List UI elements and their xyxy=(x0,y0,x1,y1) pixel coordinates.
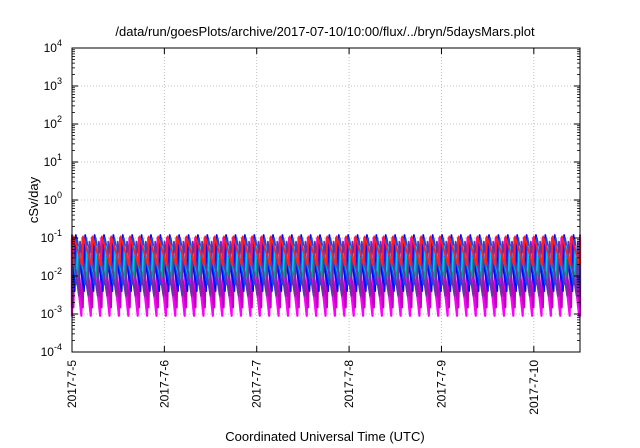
y-tick-label: 102 xyxy=(44,114,62,131)
y-axis-label: cSv/day xyxy=(26,176,41,223)
y-tick-label: 10-2 xyxy=(41,266,62,283)
y-tick-exponent: -1 xyxy=(54,228,62,238)
series-line xyxy=(71,235,581,266)
y-tick-base: 10 xyxy=(44,79,58,93)
y-tick-label: 104 xyxy=(44,38,62,55)
y-tick-exponent: -2 xyxy=(54,266,62,276)
y-tick-exponent: 3 xyxy=(57,76,62,86)
ticks xyxy=(71,47,580,353)
y-tick-label: 103 xyxy=(44,76,62,93)
y-tick-base: 10 xyxy=(41,269,55,283)
x-tick-label: 2017-7-9 xyxy=(434,360,448,408)
x-tick-labels: 2017-7-5 2017-7-6 2017-7-7 2017-7-8 2017-7-9… xyxy=(65,360,541,415)
x-axis-label: Coordinated Universal Time (UTC) xyxy=(225,429,424,444)
y-tick-label: 100 xyxy=(44,190,62,207)
y-tick-base: 10 xyxy=(41,231,55,245)
y-tick-base: 10 xyxy=(41,307,55,321)
y-tick-exponent: 1 xyxy=(57,152,62,162)
y-tick-exponent: 0 xyxy=(57,190,62,200)
y-tick-base: 10 xyxy=(44,193,58,207)
y-tick-base: 10 xyxy=(44,155,58,169)
y-tick-base: 10 xyxy=(44,41,58,55)
y-tick-label: 10-1 xyxy=(41,228,62,245)
y-tick-exponent: 2 xyxy=(57,114,62,124)
chart-title: /data/run/goesPlots/archive/2017-07-10/1… xyxy=(115,24,535,39)
x-tick-label: 2017-7-7 xyxy=(250,360,264,408)
x-tick-label: 2017-7-5 xyxy=(65,360,79,408)
x-tick-label: 2017-7-8 xyxy=(342,360,356,408)
y-tick-label: 10-3 xyxy=(41,304,62,321)
y-tick-base: 10 xyxy=(44,117,58,131)
y-tick-exponent: -3 xyxy=(54,304,62,314)
y-tick-exponent: -4 xyxy=(54,342,62,352)
x-tick-label: 2017-7-10 xyxy=(527,360,541,415)
series-group xyxy=(70,234,582,317)
y-tick-base: 10 xyxy=(41,345,55,359)
x-tick-label: 2017-7-6 xyxy=(157,360,171,408)
y-tick-label: 101 xyxy=(44,152,62,169)
y-tick-exponent: 4 xyxy=(57,38,62,48)
y-tick-label: 10-4 xyxy=(41,342,62,359)
